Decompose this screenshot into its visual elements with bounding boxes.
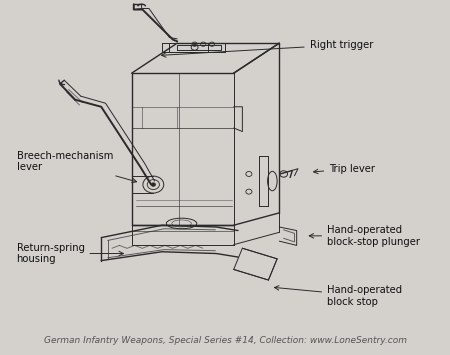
Text: German Infantry Weapons, Special Series #14, Collection: www.LoneSentry.com: German Infantry Weapons, Special Series … — [44, 337, 406, 345]
Text: Hand-operated
block stop: Hand-operated block stop — [274, 285, 402, 307]
Text: Breech-mechanism
lever: Breech-mechanism lever — [17, 151, 137, 183]
Circle shape — [151, 183, 156, 186]
Text: Hand-operated
block-stop plunger: Hand-operated block-stop plunger — [309, 225, 420, 247]
Text: Right trigger: Right trigger — [162, 40, 373, 57]
Text: Return-spring
housing: Return-spring housing — [17, 243, 123, 264]
Text: Trip lever: Trip lever — [314, 164, 375, 174]
